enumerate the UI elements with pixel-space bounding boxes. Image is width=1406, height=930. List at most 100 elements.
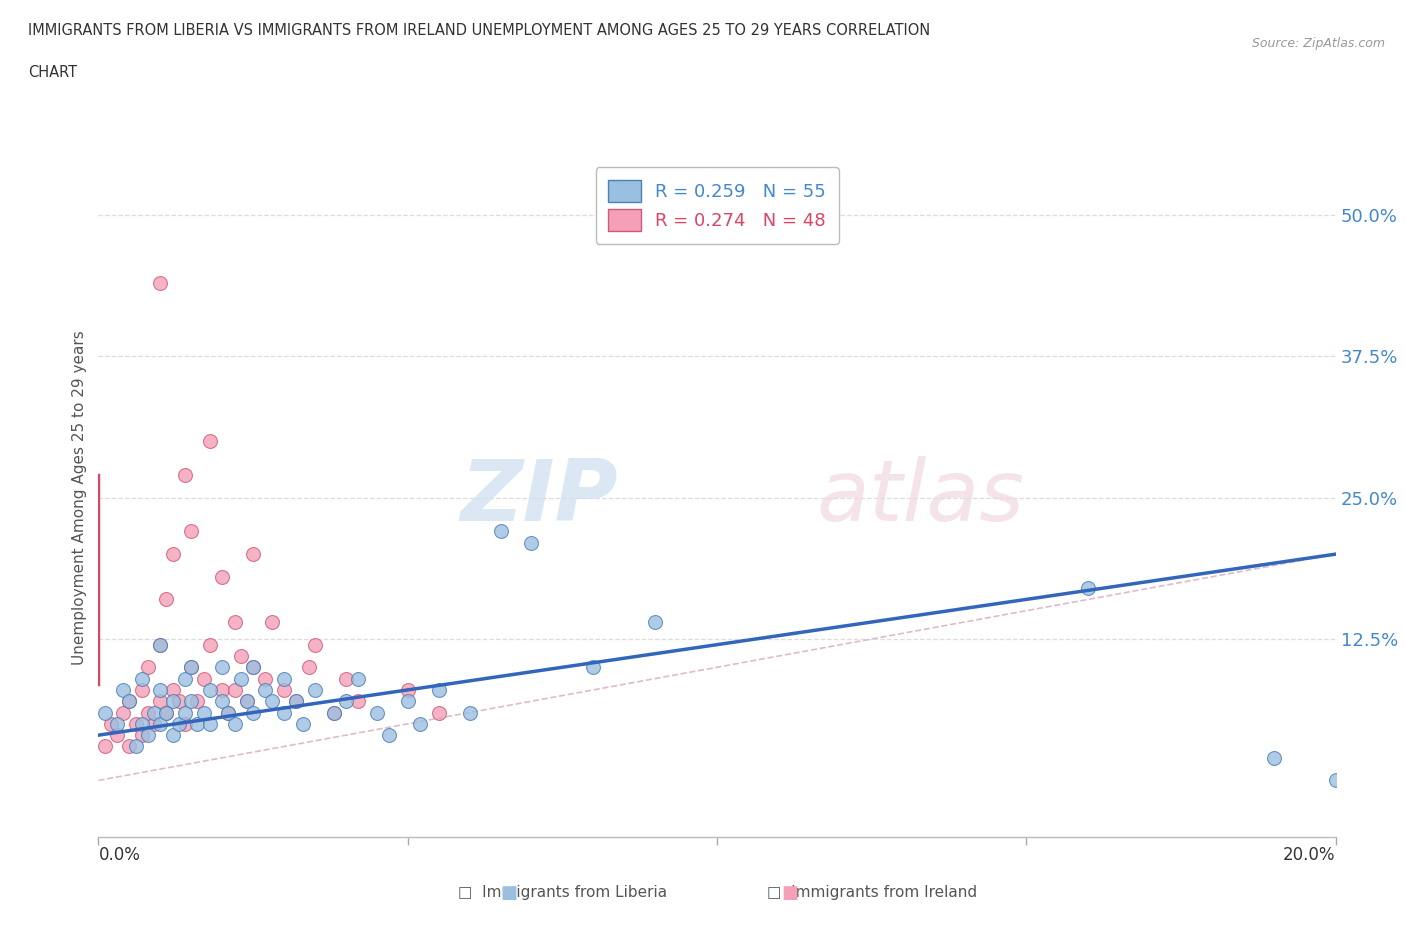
Point	[396, 683, 419, 698]
Point	[427, 705, 450, 720]
Point	[1077, 580, 1099, 595]
Legend: R = 0.259   N = 55, R = 0.274   N = 48: R = 0.259 N = 55, R = 0.274 N = 48	[596, 167, 838, 244]
Point	[273, 671, 295, 686]
Point	[242, 547, 264, 562]
Point	[131, 683, 153, 698]
Point	[149, 683, 172, 698]
Point	[254, 683, 277, 698]
Text: □  Immigrants from Ireland: □ Immigrants from Ireland	[766, 885, 977, 900]
Point	[409, 716, 432, 731]
Point	[180, 525, 202, 539]
Point	[224, 716, 246, 731]
Point	[131, 727, 153, 742]
Point	[260, 694, 283, 709]
Point	[236, 694, 259, 709]
Point	[211, 569, 233, 584]
Point	[143, 716, 166, 731]
Point	[458, 705, 481, 720]
Point	[186, 716, 208, 731]
Point	[335, 671, 357, 686]
Point	[174, 671, 197, 686]
Point	[229, 671, 252, 686]
Point	[93, 739, 115, 754]
Point	[520, 536, 543, 551]
Point	[193, 671, 215, 686]
Point	[131, 671, 153, 686]
Point	[155, 592, 177, 607]
Point	[396, 694, 419, 709]
Point	[118, 694, 141, 709]
Point	[162, 694, 184, 709]
Text: Source: ZipAtlas.com: Source: ZipAtlas.com	[1251, 37, 1385, 50]
Text: 20.0%: 20.0%	[1284, 846, 1336, 864]
Point	[335, 694, 357, 709]
Point	[174, 468, 197, 483]
Point	[198, 683, 221, 698]
Point	[347, 671, 370, 686]
Point	[118, 694, 141, 709]
Point	[174, 705, 197, 720]
Text: CHART: CHART	[28, 65, 77, 80]
Point	[162, 727, 184, 742]
Point	[211, 660, 233, 675]
Text: atlas: atlas	[815, 456, 1024, 539]
Point	[198, 637, 221, 652]
Point	[291, 716, 314, 731]
Point	[155, 705, 177, 720]
Point	[304, 637, 326, 652]
Point	[224, 615, 246, 630]
Point	[180, 660, 202, 675]
Point	[180, 660, 202, 675]
Point	[236, 694, 259, 709]
Point	[149, 637, 172, 652]
Point	[180, 694, 202, 709]
Point	[427, 683, 450, 698]
Point	[167, 716, 190, 731]
Point	[1263, 751, 1285, 765]
Text: IMMIGRANTS FROM LIBERIA VS IMMIGRANTS FROM IRELAND UNEMPLOYMENT AMONG AGES 25 TO: IMMIGRANTS FROM LIBERIA VS IMMIGRANTS FR…	[28, 23, 931, 38]
Point	[93, 705, 115, 720]
Point	[186, 694, 208, 709]
Point	[193, 705, 215, 720]
Point	[378, 727, 401, 742]
Point	[105, 727, 128, 742]
Point	[298, 660, 321, 675]
Point	[162, 547, 184, 562]
Point	[489, 525, 512, 539]
Point	[322, 705, 344, 720]
Text: ZIP: ZIP	[460, 456, 619, 539]
Point	[366, 705, 388, 720]
Point	[198, 716, 221, 731]
Point	[149, 275, 172, 290]
Text: ■: ■	[501, 884, 517, 902]
Point	[100, 716, 122, 731]
Point	[273, 683, 295, 698]
Point	[273, 705, 295, 720]
Point	[260, 615, 283, 630]
Point	[211, 683, 233, 698]
Point	[167, 694, 190, 709]
Point	[112, 683, 135, 698]
Point	[285, 694, 308, 709]
Point	[644, 615, 666, 630]
Point	[136, 660, 159, 675]
Point	[229, 648, 252, 663]
Point	[149, 637, 172, 652]
Point	[112, 705, 135, 720]
Point	[224, 683, 246, 698]
Point	[155, 705, 177, 720]
Point	[162, 683, 184, 698]
Point	[131, 716, 153, 731]
Point	[211, 694, 233, 709]
Point	[254, 671, 277, 686]
Point	[217, 705, 239, 720]
Point	[242, 660, 264, 675]
Point	[242, 705, 264, 720]
Point	[136, 727, 159, 742]
Point	[174, 716, 197, 731]
Point	[1324, 773, 1347, 788]
Point	[105, 716, 128, 731]
Text: ■: ■	[782, 884, 799, 902]
Point	[136, 705, 159, 720]
Point	[242, 660, 264, 675]
